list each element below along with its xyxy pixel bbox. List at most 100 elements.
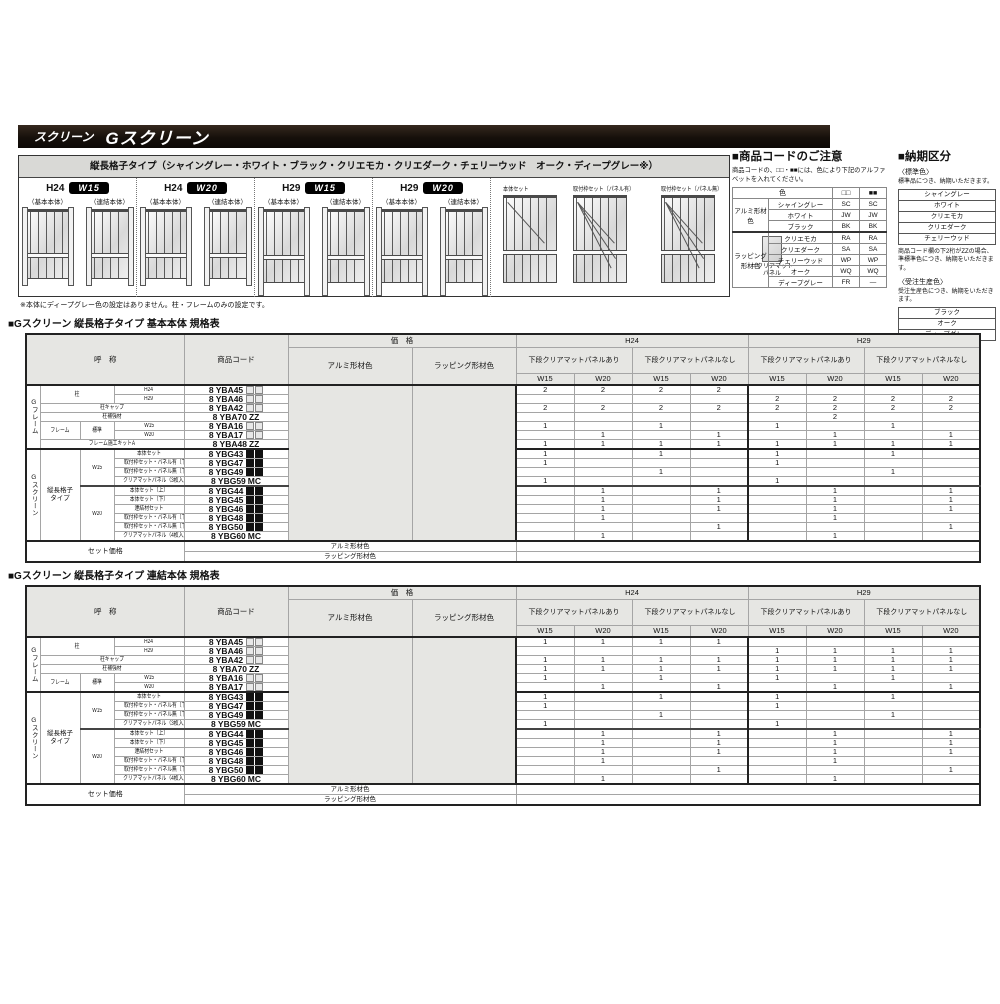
qty-cell — [573, 458, 633, 468]
qty-cell — [631, 504, 691, 514]
row-label-cell: フレーム — [39, 673, 81, 693]
i-element — [255, 766, 264, 774]
i-element — [255, 638, 264, 646]
tr-element: ラッピング形材色 — [26, 794, 981, 806]
qty-cell: 1 — [573, 531, 633, 542]
qty-cell: 1 — [689, 430, 749, 440]
qty-cell: 1 — [631, 710, 691, 720]
qty-cell: 1 — [747, 421, 807, 431]
wrap-price-column — [411, 384, 517, 542]
group-label: Gフレーム — [25, 636, 41, 693]
span-element: 8 YBG59 — [210, 719, 246, 729]
product-code-cell: 8 YBG44 — [183, 728, 289, 739]
i-element — [246, 395, 255, 403]
span-element: 8 YBA17 — [208, 682, 244, 692]
open-code-box-icon — [245, 647, 264, 655]
row-label-cell: 取付枠セット・パネル有〔下段〕 — [113, 513, 185, 523]
product-code-cell: 8 YBG47 — [183, 458, 289, 468]
filled-code-box-icon — [245, 487, 264, 495]
qty-cell: 1 — [689, 765, 749, 775]
qty-cell — [573, 701, 633, 711]
qty-cell — [689, 710, 749, 720]
w20-header: W20 — [805, 624, 865, 638]
row-label-cell: 本体セット（上） — [113, 728, 185, 739]
lattice-screen-icon — [573, 195, 645, 283]
row-label-cell: 本体セット — [113, 691, 185, 702]
color-name-cell: クリエダーク — [768, 243, 833, 256]
filled-code-box-icon — [245, 748, 264, 756]
w15-header: W15 — [515, 624, 575, 638]
code-header: 商品コード — [183, 333, 289, 386]
qty-cell: 2 — [747, 403, 807, 413]
qty-cell — [689, 673, 749, 683]
panel-type-label: （連結本体） — [208, 199, 247, 206]
qty-cell — [573, 421, 633, 431]
qty-cell: 1 — [863, 691, 923, 702]
diagram-group: H24 W20 （基本本体） （連結本体） — [137, 178, 255, 297]
i-element — [255, 523, 264, 531]
row-label-cell: W15 — [79, 448, 115, 487]
lattice-screen-icon — [203, 207, 252, 286]
i-element — [255, 468, 264, 476]
qty-cell: 1 — [921, 747, 981, 757]
qty-cell: 1 — [631, 448, 691, 459]
row-label-cell: 柱 — [39, 636, 115, 656]
qty-cell — [747, 384, 807, 395]
qty-cell — [863, 522, 923, 532]
code-cell: RA — [832, 231, 860, 245]
i-element — [255, 711, 264, 719]
panel-type-label: （連結本体） — [326, 199, 365, 206]
row-label-cell: W20 — [113, 682, 185, 693]
qty-cell — [805, 476, 865, 487]
product-code-cell: 8 YBA17 — [183, 682, 289, 693]
open-code-box-icon — [245, 674, 264, 682]
qty-cell: 1 — [921, 646, 981, 656]
spec-table: 呼 称商品コード価 格 H24 H29 アルミ形材色 ラッピング形材色 下段クリアマットパ… — [25, 585, 982, 806]
filled-code-box-icon — [245, 514, 264, 522]
tr-element: クリアマットパネル（4枚入） 8 YBG60 MC 1 1 — [26, 774, 981, 785]
tr-element: 呼 称商品コード価 格 H24 H29 — [25, 333, 981, 386]
qty-cell: 2 — [747, 394, 807, 404]
qty-cell: 1 — [921, 504, 981, 514]
row-label-cell: 本体セット（下） — [113, 738, 185, 748]
i-element — [255, 647, 264, 655]
tr-element: フレーム 標準 W15 8 YBA16 1 1 1 1 — [26, 421, 981, 440]
qty-cell — [863, 728, 923, 739]
open-code-box-icon — [245, 656, 264, 664]
qty-cell: 1 — [805, 664, 865, 674]
qty-cell: 1 — [863, 673, 923, 683]
qty-cell: 1 — [689, 682, 749, 693]
i-element — [255, 422, 264, 430]
qty-cell — [631, 495, 691, 505]
group-label: Gスクリーン — [25, 691, 41, 785]
qty-cell — [805, 719, 865, 730]
qty-cell — [573, 522, 633, 532]
page-title: Gスクリーン — [105, 129, 209, 148]
qty-cell: 1 — [515, 655, 575, 665]
div-element — [573, 195, 627, 283]
tr-element: 柱補強材 8 YBA70 ZZ 1 1 1 1 1 1 1 1 — [26, 664, 981, 674]
legend-label: 取付枠セット（パネル無） — [661, 187, 723, 193]
row-label-cell: W20 — [79, 728, 115, 785]
height-label: H24 — [46, 182, 65, 194]
i-element — [246, 431, 255, 439]
qty-cell: 1 — [747, 448, 807, 459]
span-element: W20 — [92, 510, 102, 517]
standard-color-item: クリエモカ — [899, 210, 995, 222]
qty-cell: 2 — [689, 403, 749, 413]
span-element: 8 YBG44 — [208, 486, 244, 496]
qty-cell: 2 — [805, 412, 865, 422]
qty-cell — [631, 458, 691, 468]
qty-cell — [573, 765, 633, 775]
panel-no-header: 下段クリアマットパネルなし — [863, 346, 981, 374]
name-header: 呼 称 — [25, 333, 185, 386]
qty-cell — [747, 774, 807, 785]
wrap-price-column — [411, 636, 517, 785]
span-element: 縦長格子タイプ — [47, 486, 73, 502]
filled-code-box-icon — [245, 730, 264, 738]
qty-cell — [863, 774, 923, 785]
qty-cell: 1 — [747, 458, 807, 468]
row-label-cell: H29 — [113, 394, 185, 404]
i-element — [246, 638, 255, 646]
height-label: H24 — [164, 182, 183, 194]
